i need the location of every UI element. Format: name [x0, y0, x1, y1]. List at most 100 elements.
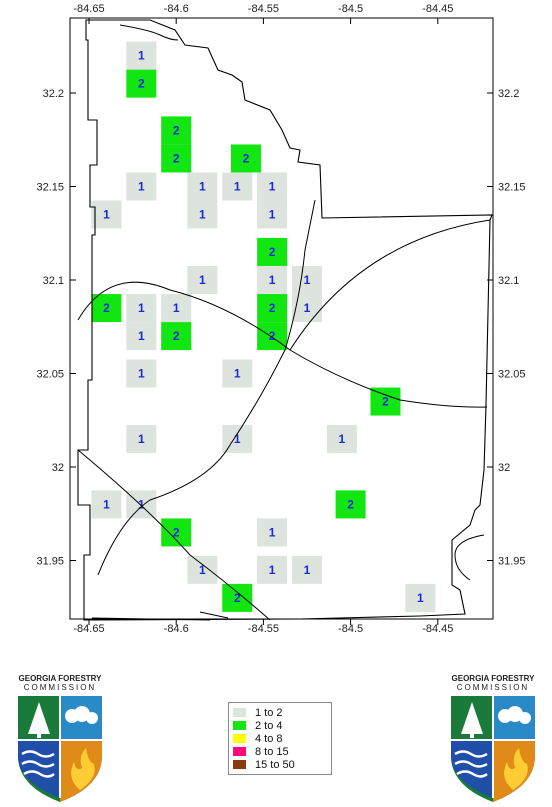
legend-swatch — [233, 734, 246, 743]
x-tick-label: -84.6 — [164, 623, 189, 635]
legend-swatch — [233, 721, 246, 730]
longitude-ticks: -84.65 -84.65 -84.6 -84.6 -84.55 -84.55 -84.5 -… — [73, 3, 453, 635]
legend-label: 15 to 50 — [255, 758, 295, 771]
legend-item: 4 to 8 — [233, 732, 327, 745]
grid-cell — [257, 294, 288, 323]
y-tick-label: 32 — [52, 462, 64, 474]
x-tick-label: -84.65 — [73, 3, 104, 15]
grid-cell-count: 1 — [138, 329, 145, 343]
county-boundary — [77, 19, 493, 621]
y-tick-label: 32.1 — [43, 275, 64, 287]
gfc-logo-right: GEORGIA FORESTRY COMMISSION — [441, 674, 545, 804]
shield-icon — [451, 696, 535, 802]
x-tick-label: -84.55 — [248, 623, 279, 635]
shield-icon — [18, 696, 102, 802]
logo-subtitle: COMMISSION — [456, 683, 530, 692]
grid-cells-layer: 1 2 2 2 2 1 1 1 1 1 1 1 2 1 1 1 2 1 1 2 1 1 2 2 1 1 2 1 1 1 1 1 2 2 1 1 1 1 2 1 — [91, 41, 436, 612]
grid-cell — [126, 424, 157, 453]
grid-cell-count: 1 — [103, 208, 110, 222]
grid-cell-count: 2 — [269, 245, 276, 259]
grid-cell-count: 1 — [199, 273, 206, 287]
grid-cell — [126, 322, 157, 351]
grid-cell-count: 1 — [234, 367, 241, 381]
grid-cell — [91, 490, 122, 519]
grid-cell — [161, 144, 192, 173]
x-tick-label: -84.45 — [422, 3, 453, 15]
y-tick-label: 32.2 — [43, 88, 64, 100]
grid-cell — [126, 69, 157, 98]
grid-cell — [222, 172, 253, 201]
grid-cell — [230, 144, 261, 173]
grid-cell-count: 2 — [173, 329, 180, 343]
x-tick-label: -84.5 — [338, 623, 363, 635]
grid-cell — [126, 294, 157, 323]
legend-item: 8 to 15 — [233, 745, 327, 758]
y-tick-label: 32.1 — [498, 275, 519, 287]
x-tick-label: -84.6 — [164, 3, 189, 15]
legend-item: 1 to 2 — [233, 706, 327, 719]
grid-cell — [187, 266, 218, 294]
grid-cell-count: 1 — [138, 432, 145, 446]
x-tick-label: -84.45 — [422, 623, 453, 635]
y-tick-label: 32.05 — [498, 369, 526, 381]
grid-cell-count: 1 — [269, 563, 276, 577]
grid-cell — [257, 172, 288, 201]
gfc-logo-left: GEORGIA FORESTRY COMMISSION — [8, 674, 112, 804]
grid-cell-count: 1 — [138, 497, 145, 511]
grid-cell-count: 1 — [138, 301, 145, 315]
logo-subtitle: COMMISSION — [23, 683, 97, 692]
x-tick-label: -84.55 — [248, 3, 279, 15]
grid-cell-count: 1 — [339, 432, 346, 446]
grid-cell-count: 2 — [347, 497, 354, 511]
grid-cell-count: 2 — [173, 123, 180, 137]
grid-cell-count: 2 — [269, 301, 276, 315]
grid-cell — [161, 116, 192, 145]
logo-title: GEORGIA FORESTRY — [18, 674, 102, 683]
grid-cell-count: 1 — [304, 563, 311, 577]
grid-cell-count: 2 — [173, 151, 180, 165]
y-tick-label: 32.15 — [36, 182, 64, 194]
grid-cell-count: 1 — [269, 180, 276, 194]
grid-cell-count: 1 — [234, 180, 241, 194]
legend-swatch — [233, 760, 246, 769]
grid-cell — [126, 172, 157, 201]
grid-cell-count: 1 — [269, 208, 276, 222]
legend-swatch — [233, 708, 246, 717]
grid-cell — [326, 424, 357, 453]
grid-cell — [187, 555, 218, 584]
y-tick-label: 32.2 — [498, 88, 519, 100]
grid-cell-count: 1 — [269, 273, 276, 287]
grid-cell-count: 1 — [138, 180, 145, 194]
grid-cell — [257, 266, 288, 294]
legend-swatch — [233, 747, 246, 756]
grid-cell-count: 1 — [173, 301, 180, 315]
grid-cell-count: 1 — [199, 208, 206, 222]
roads-layer — [77, 24, 491, 621]
grid-cell — [161, 322, 192, 351]
grid-cell-count: 1 — [269, 525, 276, 539]
map-legend: 1 to 2 2 to 4 4 to 8 8 to 15 15 to 50 — [228, 702, 332, 775]
y-tick-label: 32.15 — [498, 182, 526, 194]
grid-cell-count: 1 — [304, 273, 311, 287]
grid-cell-count: 2 — [138, 77, 145, 91]
grid-cell-count: 2 — [382, 395, 389, 409]
grid-cell — [126, 490, 157, 519]
x-tick-label: -84.65 — [73, 623, 104, 635]
grid-cell-count: 1 — [304, 301, 311, 315]
x-tick-label: -84.5 — [338, 3, 363, 15]
grid-cell — [126, 359, 157, 388]
grid-cell — [292, 555, 322, 584]
grid-cell-count: 2 — [269, 329, 276, 343]
grid-cell — [187, 172, 218, 201]
grid-cell — [222, 424, 253, 453]
grid-cell-count: 2 — [173, 525, 180, 539]
grid-cell — [257, 200, 288, 229]
grid-cell — [257, 237, 288, 266]
grid-cell — [370, 387, 401, 416]
latitude-ticks: 32.2 32.2 32.15 32.15 32.1 32.1 32.05 32.05 32 32… — [36, 88, 525, 568]
grid-cell-count: 2 — [103, 301, 110, 315]
grid-cell — [335, 490, 366, 519]
grid-cell — [91, 200, 122, 229]
grid-cell — [222, 583, 253, 612]
grid-cell — [405, 583, 436, 612]
